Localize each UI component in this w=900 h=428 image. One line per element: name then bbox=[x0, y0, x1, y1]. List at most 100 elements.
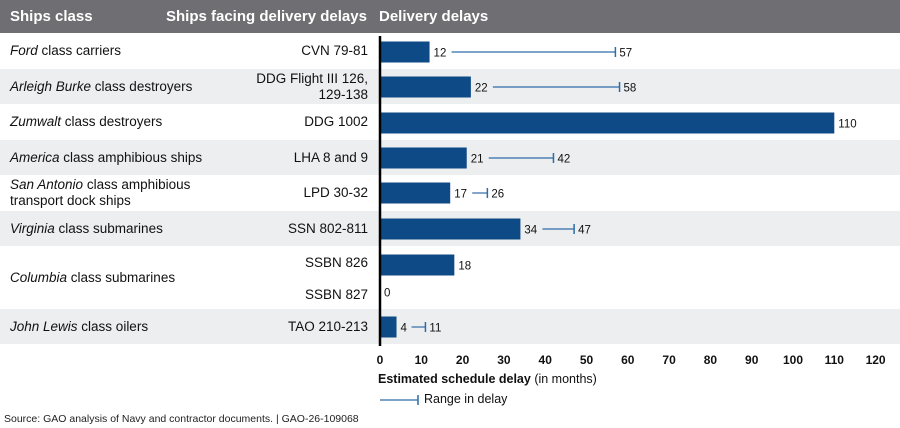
legend-label: Range in delay bbox=[424, 392, 508, 406]
hull-label: SSBN 826 bbox=[304, 255, 368, 270]
bar bbox=[380, 112, 835, 134]
class-name-italic: Arleigh Burke bbox=[10, 78, 92, 94]
class-name-rest: class destroyers bbox=[61, 114, 163, 129]
class-label: America class amphibious ships bbox=[10, 150, 202, 166]
x-tick-label: 110 bbox=[825, 353, 845, 367]
class-label: John Lewis class oilers bbox=[10, 319, 148, 335]
legend-range-symbol bbox=[380, 395, 419, 405]
class-name-rest: class amphibious ships bbox=[59, 149, 203, 165]
table-row-ford: Ford class carriers CVN 79-81 bbox=[0, 33, 900, 69]
bar-value-label: 110 bbox=[838, 119, 856, 131]
class-name-italic: Virginia bbox=[10, 220, 55, 236]
hull-cell: DDG 1002 bbox=[200, 104, 368, 140]
bar-value-label: 18 bbox=[458, 261, 471, 273]
table-row-columbia: Columbia class submarines SSBN 826 SSBN … bbox=[0, 246, 900, 309]
bar-value-label: 17 bbox=[454, 189, 467, 201]
x-tick-label: 30 bbox=[497, 353, 511, 367]
hull-label: LPD 30-32 bbox=[303, 185, 368, 200]
x-tick-label: 60 bbox=[621, 353, 635, 367]
bar bbox=[380, 41, 430, 63]
table-row-san-antonio: San Antonio class amphibious transport d… bbox=[0, 175, 900, 211]
bar bbox=[380, 254, 455, 276]
bar bbox=[380, 182, 451, 204]
x-tick-label: 0 bbox=[377, 353, 384, 367]
hull-label: CVN 79-81 bbox=[301, 43, 368, 58]
x-tick-label: 50 bbox=[580, 353, 594, 367]
x-tick-label: 10 bbox=[415, 353, 429, 367]
x-axis-title-unit: (in months) bbox=[530, 372, 597, 386]
class-name-italic: America bbox=[10, 149, 60, 165]
class-label: San Antonio class amphibious transport d… bbox=[10, 177, 210, 209]
hull-label: DDG 1002 bbox=[304, 114, 368, 129]
table-row-john-lewis: John Lewis class oilers TAO 210-213 bbox=[0, 309, 900, 344]
hull-cell: LHA 8 and 9 bbox=[200, 140, 368, 175]
hull-cell: SSBN 827 bbox=[200, 280, 368, 309]
hull-cell: TAO 210-213 bbox=[200, 309, 368, 344]
hull-label: LHA 8 and 9 bbox=[293, 149, 368, 165]
class-name-italic: Zumwalt bbox=[10, 114, 62, 129]
class-name-rest: class submarines bbox=[67, 269, 176, 285]
class-label: Zumwalt class destroyers bbox=[10, 114, 162, 130]
class-label: Arleigh Burke class destroyers bbox=[10, 79, 192, 95]
range-value-label: 42 bbox=[557, 154, 570, 166]
class-name-italic: Columbia bbox=[10, 269, 68, 285]
bar-value-label: 0 bbox=[384, 288, 390, 300]
bar bbox=[380, 147, 467, 169]
class-name-rest: class amphibious transport dock ships bbox=[10, 177, 191, 208]
bar-value-label: 34 bbox=[524, 225, 537, 237]
hull-cell: CVN 79-81 bbox=[200, 33, 368, 69]
bar-value-label: 22 bbox=[475, 83, 488, 95]
class-label: Ford class carriers bbox=[10, 43, 121, 59]
class-cell: Zumwalt class destroyers bbox=[0, 104, 240, 140]
range-value-label: 57 bbox=[619, 48, 632, 60]
x-tick-label: 80 bbox=[704, 353, 718, 367]
x-axis-title: Estimated schedule delay (in months) bbox=[378, 372, 597, 386]
bar bbox=[380, 76, 471, 98]
range-value-label: 58 bbox=[624, 83, 637, 95]
class-cell: America class amphibious ships bbox=[0, 140, 240, 175]
class-name-rest: class submarines bbox=[54, 220, 163, 236]
class-name-rest: class oilers bbox=[77, 318, 149, 334]
hull-label: SSN 802-811 bbox=[287, 220, 368, 236]
header-delivery-delays: Delivery delays bbox=[379, 8, 489, 25]
class-cell: Arleigh Burke class destroyers bbox=[0, 69, 240, 104]
class-name-italic: John Lewis bbox=[10, 318, 78, 334]
class-cell: San Antonio class amphibious transport d… bbox=[0, 175, 240, 211]
x-tick-label: 90 bbox=[745, 353, 759, 367]
bar-value-label: 12 bbox=[434, 48, 447, 60]
hull-cell: SSBN 826 bbox=[200, 246, 368, 280]
table-row-zumwalt: Zumwalt class destroyers DDG 1002 bbox=[0, 104, 900, 140]
hull-cell: SSN 802-811 bbox=[200, 211, 368, 246]
header-ships-class: Ships class bbox=[10, 8, 93, 25]
hull-cell: LPD 30-32 bbox=[200, 175, 368, 211]
x-tick-label: 120 bbox=[866, 353, 886, 367]
class-label: Virginia class submarines bbox=[10, 221, 163, 237]
bar-value-label: 21 bbox=[471, 154, 484, 166]
hull-label: DDG Flight III 126, 129-138 bbox=[256, 70, 368, 102]
range-value-label: 26 bbox=[491, 189, 504, 201]
hull-label: SSBN 827 bbox=[304, 286, 368, 302]
class-cell: Ford class carriers bbox=[0, 33, 240, 69]
bar bbox=[380, 316, 397, 338]
source-note: Source: GAO analysis of Navy and contrac… bbox=[4, 413, 359, 425]
range-value-label: 47 bbox=[578, 225, 591, 237]
class-cell: Virginia class submarines bbox=[0, 211, 240, 246]
class-cell: Columbia class submarines bbox=[0, 246, 240, 309]
x-tick-label: 100 bbox=[783, 353, 803, 367]
class-name-italic: Ford bbox=[10, 43, 38, 58]
bar-value-label: 4 bbox=[401, 323, 408, 335]
range-value-label: 11 bbox=[429, 323, 441, 335]
class-name-rest: class carriers bbox=[37, 43, 122, 58]
x-tick-label: 70 bbox=[662, 353, 676, 367]
x-axis-title-bold: Estimated schedule delay bbox=[378, 372, 531, 386]
class-name-italic: San Antonio bbox=[10, 177, 84, 192]
class-cell: John Lewis class oilers bbox=[0, 309, 240, 344]
class-label: Columbia class submarines bbox=[10, 270, 175, 286]
x-tick-label: 20 bbox=[456, 353, 470, 367]
hull-cell: DDG Flight III 126, 129-138 bbox=[200, 69, 368, 104]
class-name-rest: class destroyers bbox=[91, 78, 193, 94]
table-header: Ships class Ships facing delivery delays… bbox=[0, 0, 900, 33]
x-tick-label: 40 bbox=[539, 353, 553, 367]
header-ships-facing-delays: Ships facing delivery delays bbox=[166, 8, 367, 25]
